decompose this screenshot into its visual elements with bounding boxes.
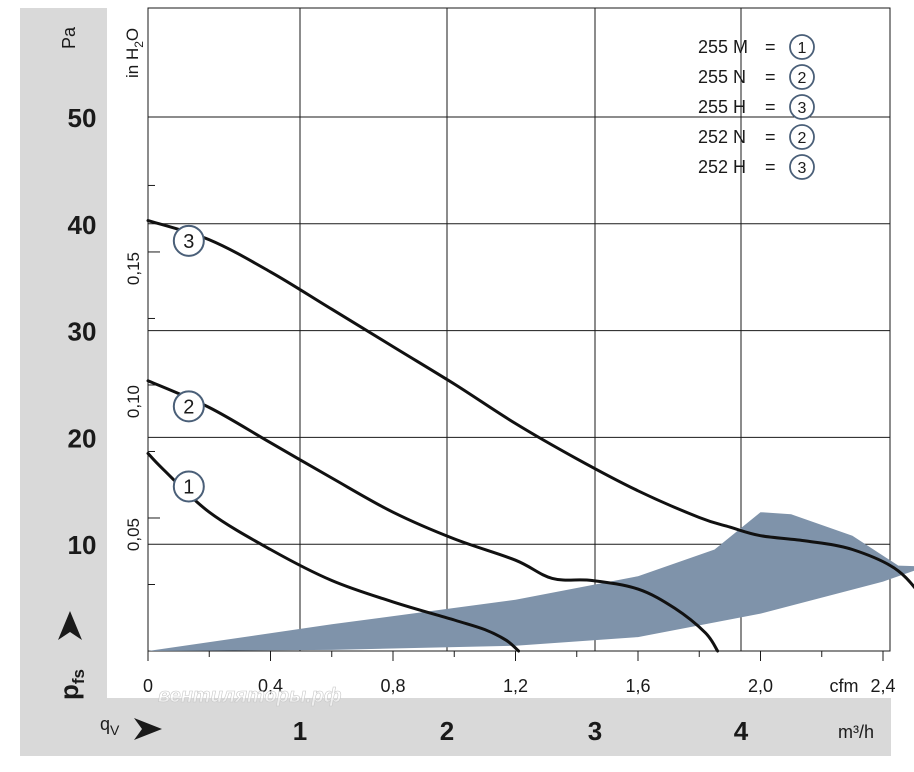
x-tick-label: 0 — [143, 676, 153, 696]
y-symbol-sub: fs — [69, 669, 88, 684]
legend-marker-label: 1 — [798, 40, 807, 57]
legend-marker-label: 3 — [798, 100, 807, 117]
x-symbol: qV — [100, 714, 162, 740]
legend-label: 255 N — [698, 67, 746, 87]
legend-label: 255 M — [698, 37, 748, 57]
legend-equals: = — [765, 97, 776, 117]
legend-marker-label: 2 — [798, 130, 807, 147]
legend-equals: = — [765, 37, 776, 57]
m3h-tick-label: 3 — [588, 716, 602, 746]
x-unit-m3h: m³/h — [838, 722, 874, 742]
legend-marker-circle — [789, 64, 815, 90]
curve-marker-3: 3 — [172, 224, 205, 257]
m3h-tick-label: 4 — [734, 716, 749, 746]
curve-marker-label: 3 — [183, 231, 194, 253]
x-ticks-m3h: 1 2 3 4 — [293, 716, 749, 746]
curves-layer: 1 2 3 — [146, 219, 914, 653]
curve-marker-1: 1 — [172, 470, 205, 503]
x-symbol-base: q — [100, 714, 110, 734]
legend-label: 255 H — [698, 97, 746, 117]
legend-equals: = — [765, 67, 776, 87]
curve-3 — [146, 219, 914, 590]
legend-marker-circle — [789, 34, 815, 60]
legend-marker-circle — [789, 154, 815, 180]
h2o-tick-label: 0,10 — [124, 385, 143, 418]
x-unit-cfm: cfm — [830, 676, 859, 696]
x-tick-label: 0,4 — [258, 676, 283, 696]
bottom-axis-panel — [20, 698, 891, 756]
y-unit-inh2o: in H2O — [123, 28, 146, 78]
x-tick-label: 0,8 — [380, 676, 405, 696]
legend-label: 252 H — [698, 157, 746, 177]
m3h-tick-label: 1 — [293, 716, 307, 746]
y-ticks-pa: 10 20 30 40 50 — [68, 103, 97, 560]
m3h-tick-label: 2 — [440, 716, 454, 746]
y-tick-label: 30 — [68, 317, 97, 347]
y-tick-label: 40 — [68, 210, 97, 240]
x-ticks-cfm: 0 0,4 0,8 1,2 1,6 2,0 2,4 — [143, 676, 896, 696]
y-tick-label: 10 — [68, 530, 97, 560]
curve-marker-label: 2 — [183, 396, 194, 418]
y-symbol: pfs — [54, 611, 88, 700]
operating-zone-layer — [148, 512, 914, 651]
legend-item: 252 N = 2 — [698, 124, 815, 150]
x-tick-label: 1,6 — [625, 676, 650, 696]
x-tick-label: 1,2 — [503, 676, 528, 696]
x-symbol-sub: V — [110, 722, 120, 738]
svg-text:pfs: pfs — [54, 669, 88, 700]
h2o-tick-label: 0,15 — [124, 252, 143, 285]
y-tick-label: 20 — [68, 423, 97, 453]
legend-item: 255 H = 3 — [698, 94, 815, 120]
legend: 255 M = 1 255 N = 2 255 H = 3 252 N = 2 252 H = 3 — [698, 34, 815, 180]
y-tick-label: 50 — [68, 103, 97, 133]
legend-item: 255 N = 2 — [698, 64, 815, 90]
legend-item: 255 M = 1 — [698, 34, 815, 60]
curve-2 — [146, 379, 720, 653]
legend-label: 252 N — [698, 127, 746, 147]
x-tick-label: 2,0 — [748, 676, 773, 696]
legend-marker-label: 2 — [798, 70, 807, 87]
legend-marker-circle — [789, 124, 815, 150]
y-arrow-icon — [58, 611, 82, 640]
legend-item: 252 H = 3 — [698, 154, 815, 180]
legend-equals: = — [765, 157, 776, 177]
curve-marker-2: 2 — [172, 390, 205, 423]
y-symbol-base: p — [54, 684, 84, 700]
legend-equals: = — [765, 127, 776, 147]
x-tick-label: 2,4 — [870, 676, 895, 696]
legend-marker-circle — [789, 94, 815, 120]
x-arrow-icon — [134, 718, 162, 740]
curve-marker-label: 1 — [183, 476, 194, 498]
svg-text:qV: qV — [100, 714, 120, 738]
y-unit-pa: Pa — [59, 26, 79, 49]
h2o-tick-label: 0,05 — [124, 518, 143, 551]
y-ticks-inh2o: 0,05 0,10 0,15 — [124, 252, 143, 551]
operating-zone — [148, 512, 914, 651]
legend-marker-label: 3 — [798, 160, 807, 177]
watermark: вентиляторы.рф — [158, 685, 342, 707]
